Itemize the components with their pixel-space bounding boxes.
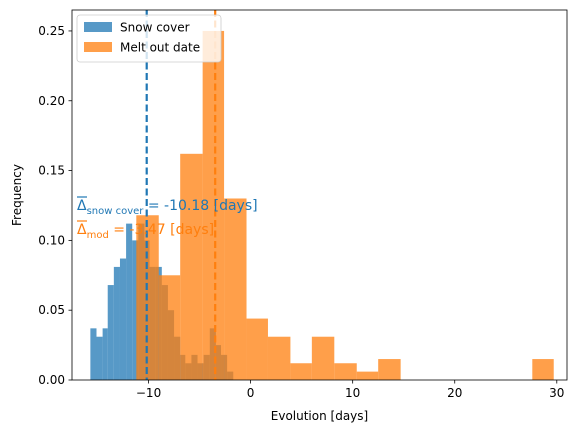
annotation-mod: Δmod = -3.47 [days] [77,222,214,241]
y-axis-ticks: 0.00 0.05 0.10 0.15 0.20 0.25 [38,24,72,387]
y-tick-label: 0.00 [38,373,65,387]
x-tick-label: 10 [345,386,360,400]
legend: Snow cover Melt out date [76,14,222,63]
snow-cover-legend-swatch [84,22,112,32]
melt-out-bar-4 [224,198,247,380]
x-tick-label: −10 [136,386,161,400]
snow-cover-bar-4 [113,266,120,380]
melt-out-legend-swatch [84,42,112,52]
melt-out-bar-8 [311,336,335,380]
snow-cover-bar-0 [90,328,97,380]
melt-out-bars [136,30,554,380]
x-axis-label: Evolution [days] [271,409,368,423]
plot-frame [71,9,568,381]
x-axis-ticks: −10 0 10 20 30 [136,380,564,400]
melt-out-bar-2 [180,153,203,380]
melt-out-bar-11 [378,359,401,380]
snow-cover-bar-6 [126,223,133,380]
x-tick-label: 30 [549,386,564,400]
annotation-snow-cover: Δsnow cover = -10.18 [days] [77,198,258,217]
melt-out-bar-10 [356,371,379,380]
melt-out-bar-9 [334,363,357,380]
y-axis-label: Frequency [10,164,24,226]
legend-box [76,14,222,63]
mean-lines [145,10,217,380]
y-tick-label: 0.25 [38,24,65,38]
melt-out-bar-6 [267,336,291,380]
melt-out-bar-3 [202,30,225,380]
snow-cover-bar-2 [102,328,108,380]
y-tick-label: 0.15 [38,164,65,178]
melt-out-bar-5 [246,318,268,380]
x-tick-label: 0 [247,386,255,400]
melt-out-bar-7 [290,363,312,380]
y-tick-label: 0.10 [38,233,65,247]
snow-cover-bar-7 [132,240,139,380]
snow-cover-bar-1 [96,336,103,380]
snow-cover-legend-label: Snow cover [120,21,190,35]
snow-cover-bar-5 [119,258,127,380]
x-tick-label: 20 [447,386,462,400]
melt-out-bar-1 [158,275,181,380]
melt-out-bar-12 [532,359,554,380]
melt-out-legend-label: Melt out date [120,41,200,55]
annotations: Δsnow cover = -10.18 [days] Δmod = -3.47 … [77,196,258,241]
snow-cover-bar-3 [107,285,114,380]
y-tick-label: 0.20 [38,94,65,108]
y-tick-label: 0.05 [38,303,65,317]
